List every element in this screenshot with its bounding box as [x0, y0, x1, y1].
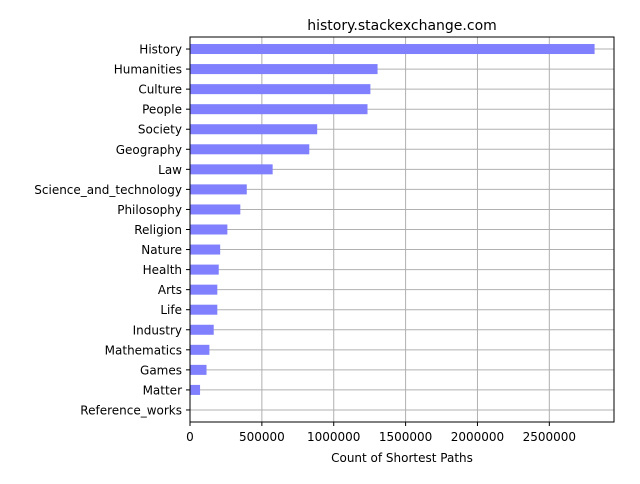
bar [190, 164, 273, 175]
x-tick-label: 500000 [239, 430, 285, 444]
y-tick-label: Life [160, 303, 182, 317]
y-tick-label: Reference_works [80, 403, 182, 417]
bar [190, 204, 241, 215]
grid [189, 37, 614, 422]
bar [190, 384, 201, 395]
bar [190, 84, 371, 95]
y-tick-label: Mathematics [105, 343, 182, 357]
y-tick-label: Games [140, 363, 182, 377]
plot-frame [189, 36, 615, 423]
y-tick-label: Culture [138, 83, 182, 97]
chart-title: history.stackexchange.com [307, 18, 497, 34]
y-tick-label: Law [158, 163, 182, 177]
y-tick-label: Science_and_technology [34, 183, 182, 197]
x-ticks: 0 500000 1000000 1500000 2000000 2500000 [186, 422, 576, 444]
y-tick-label: Health [143, 263, 182, 277]
y-tick-label: Religion [134, 223, 182, 237]
bar [190, 244, 221, 255]
x-tick-label: 2000000 [451, 430, 504, 444]
bar [190, 64, 378, 75]
bar [190, 264, 219, 275]
y-tick-label: Humanities [114, 63, 182, 77]
y-tick-labels: History Humanities Culture People Society Geo… [34, 43, 190, 417]
y-tick-label: Industry [133, 323, 182, 337]
bar [190, 144, 310, 155]
bar [190, 44, 595, 55]
x-tick-label: 0 [186, 430, 194, 444]
bar [190, 284, 218, 295]
x-axis-label: Count of Shortest Paths [331, 451, 473, 465]
bars [190, 44, 595, 415]
bar [190, 344, 210, 355]
y-tick-label: Society [138, 123, 182, 137]
bar [190, 324, 214, 335]
y-tick-label: Geography [116, 143, 182, 157]
x-tick-label: 2500000 [523, 430, 576, 444]
y-tick-label: People [142, 103, 182, 117]
bar [190, 364, 207, 375]
y-tick-label: Matter [143, 383, 183, 397]
x-tick-label: 1500000 [379, 430, 432, 444]
bar [190, 304, 218, 315]
bar [190, 224, 228, 235]
y-tick-label: Nature [141, 243, 182, 257]
y-tick-label: Arts [158, 283, 182, 297]
y-tick-label: History [139, 43, 182, 57]
x-tick-label: 1000000 [307, 430, 360, 444]
bar [190, 184, 247, 195]
bar [190, 104, 368, 115]
bar [190, 124, 318, 135]
y-tick-label: Philosophy [117, 203, 182, 217]
